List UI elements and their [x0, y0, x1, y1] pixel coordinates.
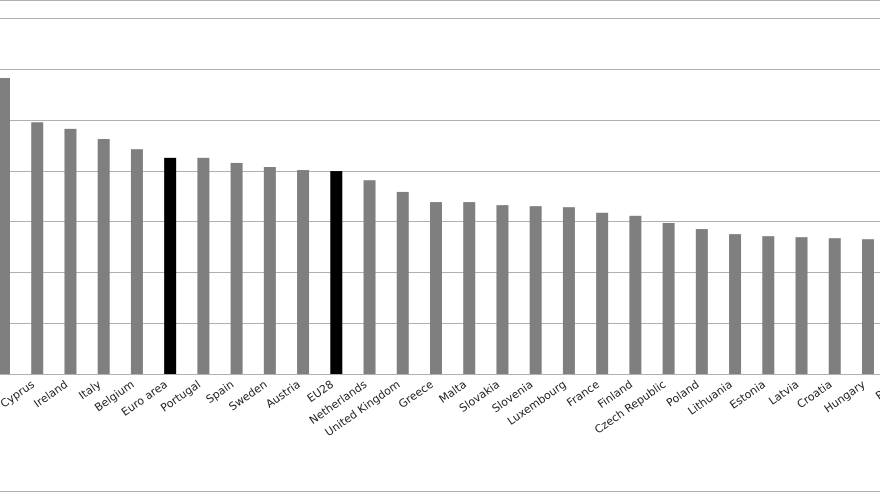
- bar: [729, 234, 742, 374]
- bar: [562, 207, 575, 374]
- bar: [695, 229, 708, 374]
- x-tick-label: y: [0, 378, 4, 393]
- bar: [0, 77, 10, 374]
- x-tick-label: Rom: [873, 378, 880, 403]
- bar: [662, 222, 675, 374]
- bar: [762, 236, 775, 374]
- bar: [861, 239, 874, 374]
- bar: [130, 149, 143, 374]
- x-tick-label: Austria: [263, 378, 302, 411]
- bar: [64, 128, 77, 374]
- x-tick-label: Greece: [396, 378, 436, 411]
- bar: [164, 157, 177, 374]
- x-tick-label: Ireland: [32, 378, 71, 410]
- x-tick-label: Cyprus: [0, 378, 37, 411]
- bar: [197, 157, 210, 374]
- bar: [529, 206, 542, 374]
- bar: [463, 202, 476, 374]
- bar: [795, 237, 808, 374]
- bar: [496, 205, 509, 374]
- bar: [230, 162, 243, 374]
- x-tick-label: Estonia: [727, 378, 768, 412]
- bar: [596, 212, 609, 374]
- bar: [297, 170, 310, 374]
- bar: [31, 122, 44, 374]
- bar: [396, 191, 409, 374]
- bar: [330, 171, 343, 374]
- x-tick-label: France: [564, 378, 602, 410]
- bar: [363, 180, 376, 374]
- bar: [97, 139, 110, 374]
- bar: [429, 202, 442, 374]
- bar: [828, 238, 841, 374]
- bar: [263, 166, 276, 374]
- bar: [629, 215, 642, 374]
- x-tick-label: Sweden: [226, 378, 269, 414]
